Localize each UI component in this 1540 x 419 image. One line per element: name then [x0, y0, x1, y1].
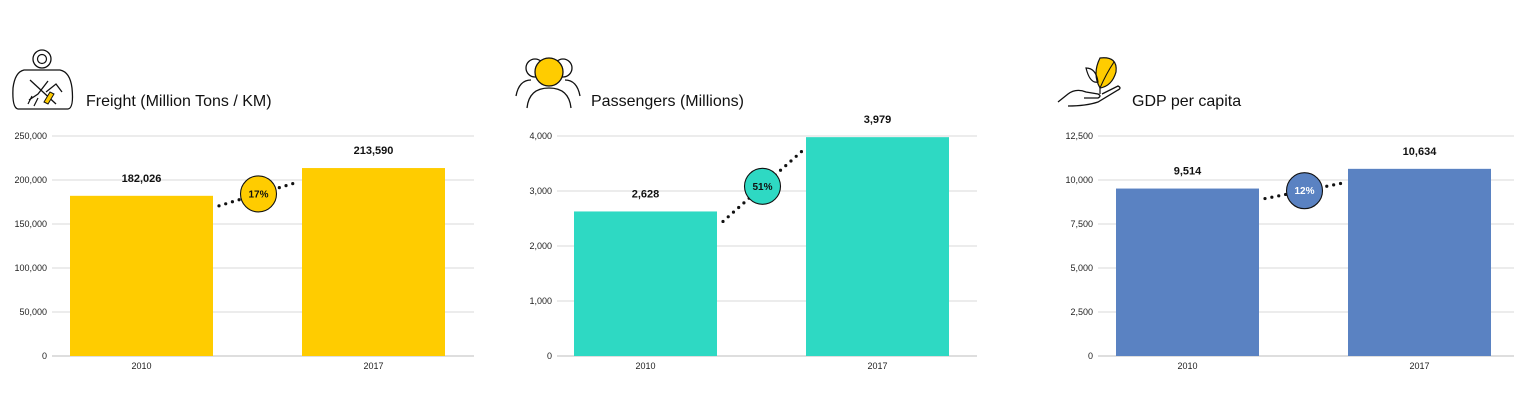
y-tick-label: 0 — [42, 351, 47, 361]
change-badge — [743, 167, 782, 205]
change-badge — [1285, 172, 1324, 210]
y-tick-label: 0 — [1088, 351, 1093, 361]
gdp-panel: GDP per capita 0 2,500 5,000 7,500 10,000 12,… — [1040, 0, 1540, 419]
airplane-bag-icon — [10, 48, 76, 112]
y-tick-label: 2,000 — [529, 241, 552, 251]
bar-value-label: 182,026 — [122, 173, 162, 185]
bar-2017 — [302, 168, 445, 356]
passengers-bar-chart: 0 1,000 2,000 3,000 4,000 2,628 2010 3,979 2017 5… — [529, 114, 977, 371]
y-tick-label: 1,000 — [529, 296, 552, 306]
change-connector — [1263, 181, 1346, 201]
y-tick-label: 50,000 — [19, 307, 47, 317]
bar-value-label: 2,628 — [632, 188, 660, 200]
y-tick-label: 250,000 — [14, 131, 47, 141]
y-tick-label: 100,000 — [14, 263, 47, 273]
change-percent-label: 51% — [752, 182, 772, 193]
gdp-bar-chart: 0 2,500 5,000 7,500 10,000 12,500 9,514 2010 10,… — [1065, 131, 1514, 371]
y-tick-label: 2,500 — [1070, 307, 1093, 317]
x-tick-label: 2017 — [363, 361, 383, 371]
x-tick-label: 2010 — [131, 361, 151, 371]
y-tick-label: 10,000 — [1065, 175, 1093, 185]
y-tick-label: 0 — [547, 351, 552, 361]
bar-2017 — [1348, 168, 1491, 356]
x-tick-label: 2017 — [1409, 361, 1429, 371]
y-tick-label: 7,500 — [1070, 219, 1093, 229]
y-tick-label: 5,000 — [1070, 263, 1093, 273]
y-tick-label: 200,000 — [14, 175, 47, 185]
bar-2010 — [574, 211, 717, 356]
bar-value-label: 3,979 — [864, 114, 892, 126]
freight-bar-chart: 0 50,000 100,000 150,000 200,000 250,000 182,0… — [14, 131, 474, 371]
bar-value-label: 213,590 — [354, 145, 394, 157]
change-percent-label: 17% — [248, 189, 268, 200]
freight-panel: Freight (Million Tons / KM) 0 50,000 100,0… — [0, 0, 500, 419]
passengers-panel: Passengers (Millions) 0 1,000 2,000 3,000 4,… — [505, 0, 1005, 419]
y-tick-label: 4,000 — [529, 131, 552, 141]
bar-2010 — [1116, 188, 1259, 356]
hand-leaf-icon — [1056, 54, 1124, 110]
bar-2010 — [70, 195, 213, 356]
people-group-icon — [513, 56, 583, 112]
change-badge — [239, 175, 278, 213]
y-tick-label: 3,000 — [529, 186, 552, 196]
x-tick-label: 2010 — [1177, 361, 1197, 371]
chart-title: Freight (Million Tons / KM) — [86, 93, 272, 110]
change-percent-label: 12% — [1294, 186, 1314, 197]
bar-2017 — [806, 137, 949, 356]
x-tick-label: 2017 — [867, 361, 887, 371]
y-tick-label: 150,000 — [14, 219, 47, 229]
x-tick-label: 2010 — [635, 361, 655, 371]
bar-value-label: 9,514 — [1174, 166, 1202, 178]
chart-title: GDP per capita — [1132, 93, 1242, 110]
chart-title: Passengers (Millions) — [591, 93, 744, 110]
bar-value-label: 10,634 — [1403, 146, 1438, 158]
y-tick-label: 12,500 — [1065, 131, 1093, 141]
